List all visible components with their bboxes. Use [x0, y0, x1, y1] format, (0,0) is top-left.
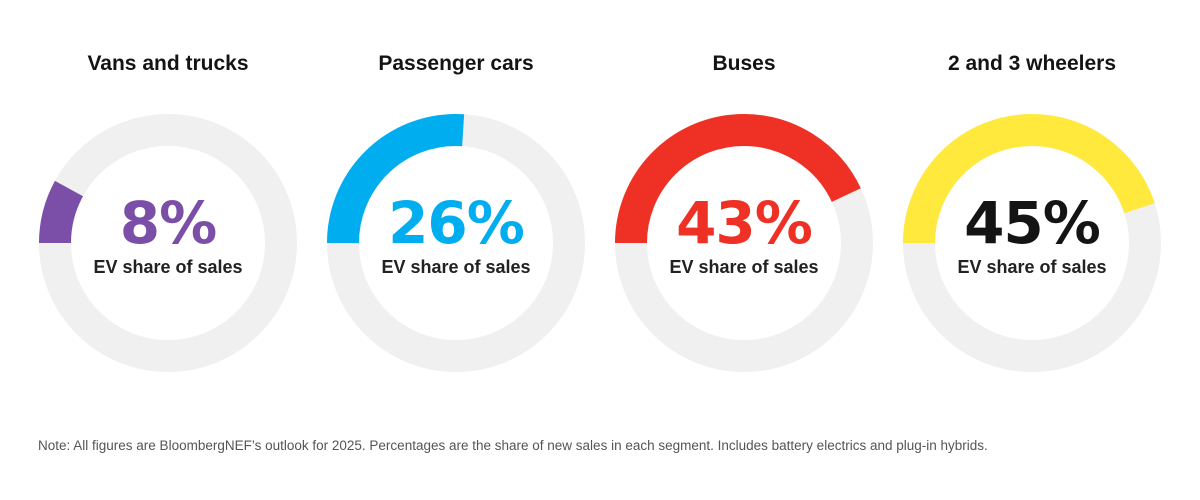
value-sublabel: EV share of sales — [957, 257, 1107, 277]
panel-title: 2 and 3 wheelers — [947, 52, 1117, 75]
donut-panel-buses: Buses 43% EV share of sales — [600, 0, 888, 390]
donut-panel-2-3-wheelers: 2 and 3 wheelers 45% EV share of sales — [888, 0, 1176, 390]
donut-chart — [903, 114, 1161, 372]
donut-chart — [39, 114, 297, 372]
footnote: Note: All figures are BloombergNEF’s out… — [38, 438, 988, 453]
donut-chart — [615, 114, 873, 372]
value-label: 26% — [388, 189, 525, 257]
donut-arc — [327, 114, 585, 372]
donut-panel-vans-trucks: Vans and trucks 8% EV share of sales — [24, 0, 312, 390]
donut-arc — [39, 114, 297, 372]
value-sublabel: EV share of sales — [93, 257, 243, 277]
donut-arc — [903, 114, 1161, 372]
donut-panel-passenger-cars: Passenger cars 26% EV share of sales — [312, 0, 600, 390]
value-label: 43% — [676, 189, 813, 257]
value-sublabel: EV share of sales — [381, 257, 531, 277]
value-sublabel: EV share of sales — [669, 257, 819, 277]
panel-title: Vans and trucks — [87, 52, 249, 75]
value-label: 45% — [964, 189, 1101, 257]
panel-title: Buses — [712, 52, 776, 75]
donut-arc — [615, 114, 873, 372]
panel-title: Passenger cars — [378, 52, 534, 75]
donut-chart — [327, 114, 585, 372]
value-label: 8% — [119, 189, 217, 257]
